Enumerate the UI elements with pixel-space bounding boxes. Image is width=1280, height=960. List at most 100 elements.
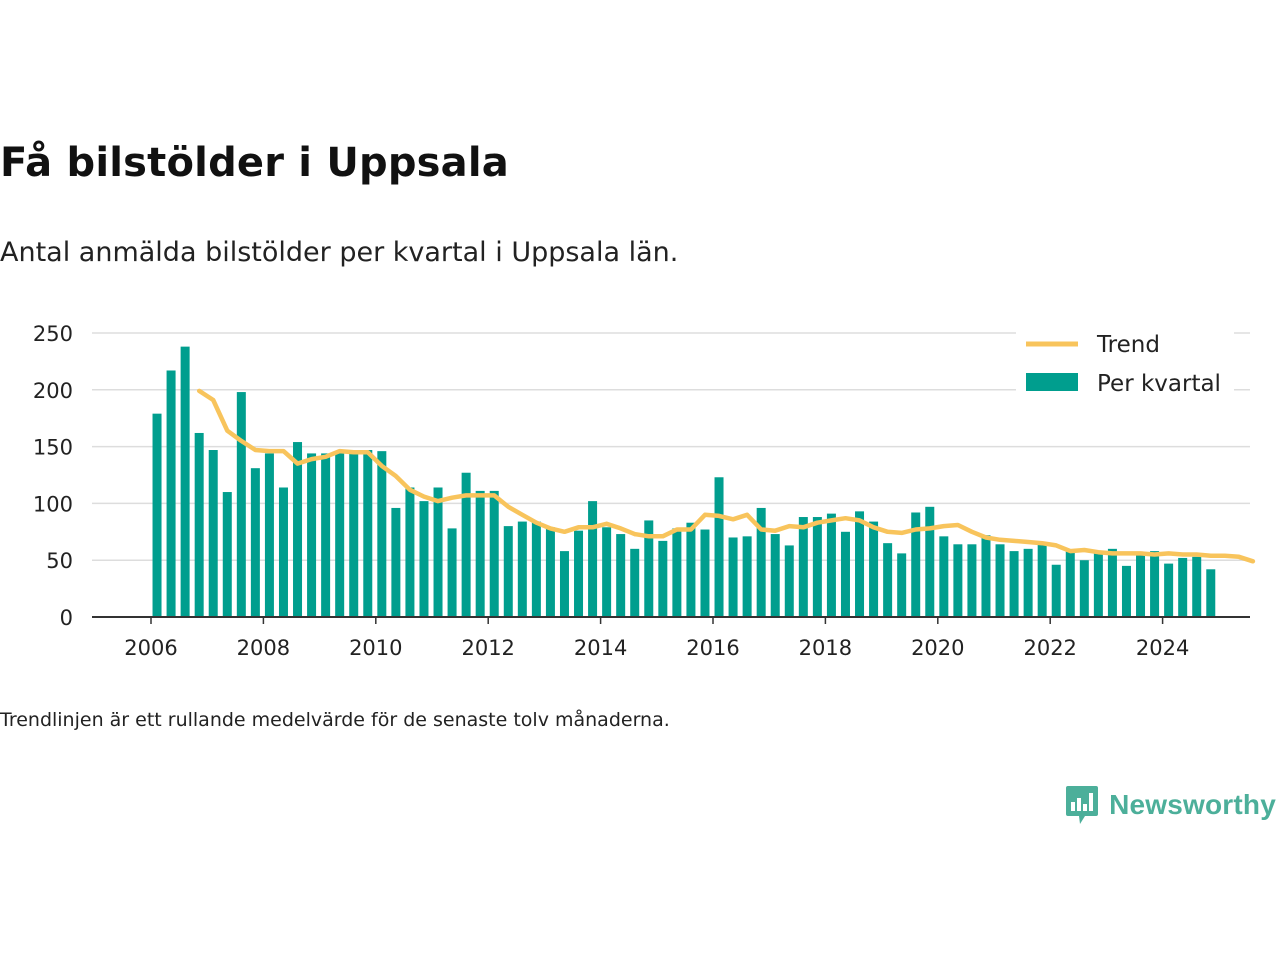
y-tick-label: 200 bbox=[33, 379, 73, 403]
bar bbox=[602, 527, 612, 617]
bar bbox=[1051, 564, 1061, 617]
newsworthy-logo: Newsworthy bbox=[1065, 784, 1276, 826]
bar bbox=[503, 526, 513, 617]
x-tick-label: 2016 bbox=[686, 636, 739, 660]
bar bbox=[391, 507, 401, 617]
bar bbox=[728, 537, 738, 617]
x-tick-label: 2024 bbox=[1136, 636, 1189, 660]
legend-bar-swatch bbox=[1026, 373, 1078, 391]
bar bbox=[433, 487, 443, 617]
brand-name: Newsworthy bbox=[1109, 789, 1276, 820]
bar bbox=[812, 517, 822, 617]
bar bbox=[953, 544, 963, 617]
bar bbox=[1107, 548, 1117, 617]
bar bbox=[1037, 543, 1047, 617]
bar bbox=[475, 490, 485, 617]
y-tick-label: 0 bbox=[60, 606, 73, 630]
bar bbox=[883, 543, 893, 617]
chart-subtitle: Antal anmälda bilstölder per kvartal i U… bbox=[0, 237, 679, 268]
trend-line bbox=[196, 388, 1256, 564]
bar bbox=[672, 528, 682, 617]
bar bbox=[869, 521, 879, 617]
bar bbox=[545, 527, 555, 617]
bar bbox=[784, 545, 794, 617]
bar bbox=[222, 492, 232, 617]
bar bbox=[489, 490, 499, 617]
y-tick-label: 150 bbox=[33, 436, 73, 460]
bar bbox=[559, 551, 569, 617]
bar bbox=[363, 450, 373, 617]
bar bbox=[419, 501, 429, 617]
x-tick-label: 2014 bbox=[574, 636, 627, 660]
bar bbox=[307, 453, 317, 617]
bar bbox=[1192, 556, 1202, 617]
bar bbox=[840, 531, 850, 617]
bar bbox=[574, 530, 584, 617]
bar bbox=[1178, 557, 1188, 617]
bar bbox=[1121, 565, 1131, 617]
bar bbox=[405, 487, 415, 617]
x-tick-label: 2012 bbox=[461, 636, 514, 660]
bar bbox=[897, 553, 907, 617]
bar bbox=[742, 536, 752, 617]
bar bbox=[1093, 553, 1103, 617]
bar bbox=[644, 520, 654, 617]
footnote: Trendlinjen är ett rullande medelvärde f… bbox=[0, 709, 670, 731]
bar bbox=[798, 517, 808, 617]
bar bbox=[377, 451, 387, 617]
chart-title: Få bilstölder i Uppsala bbox=[0, 140, 509, 186]
bar bbox=[461, 472, 471, 617]
bar bbox=[981, 535, 991, 617]
bar bbox=[995, 544, 1005, 617]
x-tick-label: 2010 bbox=[349, 636, 402, 660]
bar bbox=[1164, 563, 1174, 617]
bar bbox=[658, 540, 668, 617]
bar bbox=[208, 450, 218, 617]
bar bbox=[925, 506, 935, 617]
trend-line-group bbox=[196, 388, 1256, 564]
bar bbox=[770, 534, 780, 617]
bar bbox=[616, 534, 626, 617]
x-tick-label: 2018 bbox=[799, 636, 852, 660]
y-tick-label: 50 bbox=[46, 549, 73, 573]
bar-chart: 2006 2008 2010 2012 2014 2016 2018 2020 2022 2024… bbox=[33, 322, 1256, 660]
bar bbox=[349, 450, 359, 617]
bar bbox=[152, 413, 162, 617]
bar bbox=[1009, 551, 1019, 617]
bar bbox=[194, 432, 204, 617]
x-tick-label: 2006 bbox=[124, 636, 177, 660]
bar bbox=[335, 453, 345, 617]
bar bbox=[855, 511, 865, 617]
chart-speech-bubble-icon bbox=[1066, 786, 1099, 824]
y-axis-ticks: 0 50 100 150 200 250 bbox=[33, 322, 73, 630]
bar bbox=[250, 468, 260, 617]
bar bbox=[967, 544, 977, 617]
bar bbox=[166, 370, 176, 617]
bar bbox=[588, 501, 598, 617]
y-tick-label: 250 bbox=[33, 322, 73, 346]
bar bbox=[1079, 560, 1089, 617]
bar bbox=[180, 346, 190, 617]
bar bbox=[700, 529, 710, 617]
bar bbox=[447, 528, 457, 617]
bar bbox=[1023, 548, 1033, 617]
bar bbox=[630, 548, 640, 617]
bar bbox=[1136, 553, 1146, 617]
bar bbox=[939, 536, 949, 617]
x-tick-label: 2020 bbox=[911, 636, 964, 660]
x-axis: 2006 2008 2010 2012 2014 2016 2018 2020 2022 2024 bbox=[92, 616, 1250, 660]
legend: Trend Per kvartal bbox=[1016, 330, 1234, 400]
bar bbox=[911, 512, 921, 617]
bar bbox=[756, 507, 766, 617]
bar bbox=[321, 453, 331, 617]
bar bbox=[293, 442, 303, 617]
bar bbox=[236, 392, 246, 617]
legend-trend-label: Trend bbox=[1096, 332, 1160, 358]
bars bbox=[152, 346, 1216, 617]
bar bbox=[686, 522, 696, 617]
x-tick-label: 2008 bbox=[237, 636, 290, 660]
legend-bar-label: Per kvartal bbox=[1097, 371, 1221, 397]
bar bbox=[714, 477, 724, 617]
bar bbox=[531, 521, 541, 617]
bar bbox=[1065, 549, 1075, 617]
